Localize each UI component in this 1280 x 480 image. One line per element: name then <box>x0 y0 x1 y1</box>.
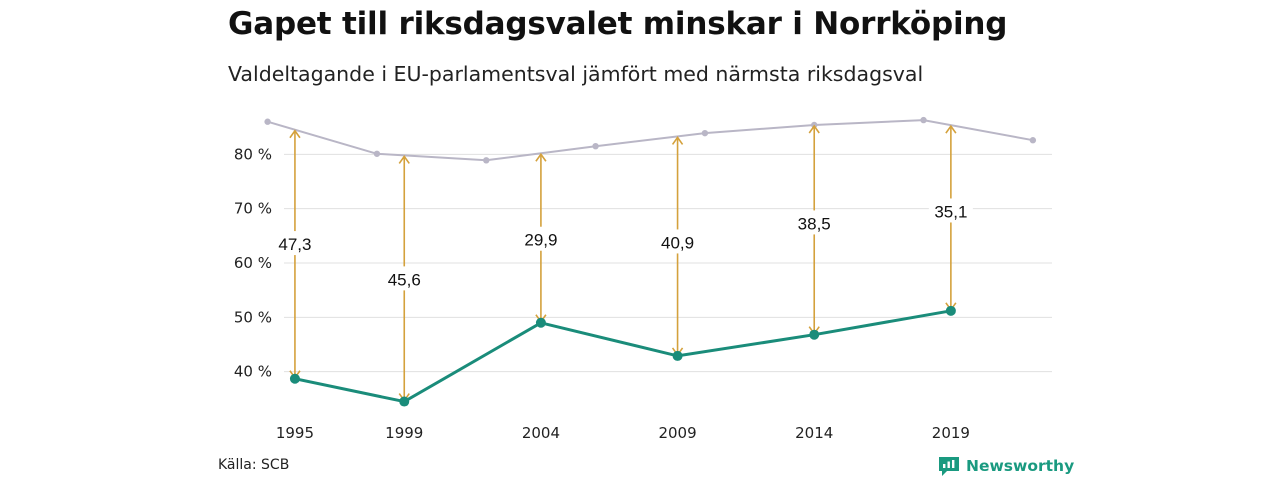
y-tick-label-60: 60 % <box>234 254 272 272</box>
eu-line <box>294 309 952 404</box>
riksdag-point-1994 <box>264 118 271 125</box>
newsworthy-logo-icon <box>939 457 959 476</box>
x-tick-label-1995: 1995 <box>276 424 314 442</box>
y-axis-ticks: 40 % 50 % 60 % 70 % 80 % <box>234 145 272 380</box>
riksdag-line <box>267 119 1034 162</box>
gap-label-2004: 29,9 <box>524 231 557 250</box>
gap-label-bg-1995 <box>272 231 317 256</box>
gap-label-bg-2019 <box>928 198 973 223</box>
eu-point-2019 <box>945 305 956 316</box>
gap-arrowhead-top-2014 <box>808 124 820 134</box>
gap-label-2019: 35,1 <box>934 202 967 221</box>
riksdag-point-2006 <box>592 142 599 150</box>
gap-label-bg-2014 <box>792 210 837 235</box>
riksdag-point-2018 <box>920 116 927 124</box>
eu-point-1999 <box>399 396 410 407</box>
y-tick-label-70: 70 % <box>234 200 272 218</box>
riksdag-point-2002 <box>483 157 490 164</box>
x-tick-label-2004: 2004 <box>522 424 560 442</box>
gap-label-bg-2004 <box>518 226 563 251</box>
gap-arrowhead-top-2004 <box>535 152 547 162</box>
riksdag-point-2022 <box>1029 137 1037 144</box>
chart-title: Gapet till riksdagsvalet minskar i Norrk… <box>228 6 1008 42</box>
eu-point-2009 <box>672 350 683 361</box>
gap-label-bg-2009 <box>655 229 700 254</box>
eu-point-1995 <box>289 373 300 384</box>
gap-arrowhead-top-2019 <box>945 124 957 134</box>
gap-arrowhead-top-2009 <box>671 136 684 145</box>
gap-label-1999: 45,6 <box>388 270 421 289</box>
x-tick-label-2009: 2009 <box>658 424 696 442</box>
source-note: Källa: SCB <box>218 457 290 473</box>
gap-label-bg-1999 <box>382 266 427 291</box>
eu-point-2004 <box>535 317 546 328</box>
y-tick-label-40: 40 % <box>234 363 272 381</box>
x-tick-label-2019: 2019 <box>932 424 970 442</box>
riksdag-point-1998 <box>373 150 381 157</box>
gap-arrowhead-top-1995 <box>289 129 301 139</box>
brand-name: Newsworthy <box>966 457 1075 475</box>
grid-lines <box>284 153 1052 373</box>
chart-subtitle: Valdeltagande i EU-parlamentsval jämfört… <box>228 62 924 86</box>
riksdag-point-2010 <box>701 129 709 137</box>
gap-arrowhead-top-1999 <box>398 155 410 164</box>
riksdag-series <box>264 116 1037 164</box>
x-tick-label-2014: 2014 <box>795 424 833 442</box>
x-axis-ticks: 1995 1999 2004 2009 2014 2019 <box>276 424 970 442</box>
gap-labels: 47,3 45,6 29,9 40,9 38,5 35,1 <box>272 198 973 291</box>
y-tick-label-50: 50 % <box>234 308 272 326</box>
x-tick-label-1999: 1999 <box>385 424 423 442</box>
gap-label-2014: 38,5 <box>798 214 831 233</box>
eu-point-2014 <box>809 329 820 340</box>
gap-label-2009: 40,9 <box>661 233 694 252</box>
y-tick-label-80: 80 % <box>234 145 272 163</box>
eu-series <box>289 305 956 407</box>
brand-logo: Newsworthy <box>938 455 1074 477</box>
gap-label-1995: 47,3 <box>278 235 311 254</box>
